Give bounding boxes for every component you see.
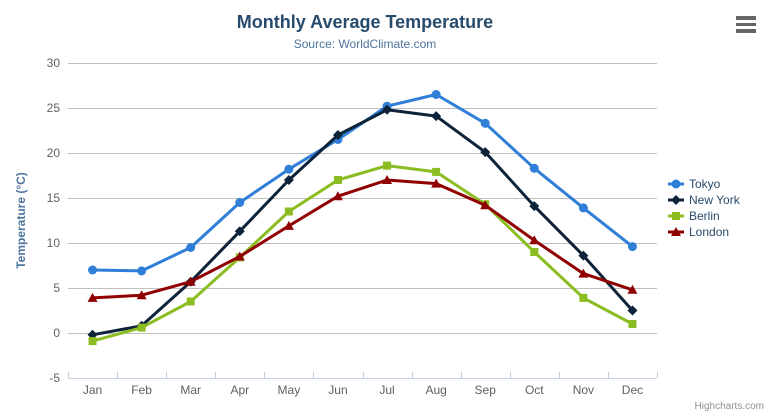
legend-label: Tokyo xyxy=(689,177,721,191)
diamond-series-marker-icon xyxy=(668,195,684,205)
export-menu-button[interactable] xyxy=(733,12,759,36)
legend: Tokyo New York Berlin London xyxy=(668,176,740,240)
legend-label: New York xyxy=(689,193,740,207)
legend-item-london[interactable]: London xyxy=(668,224,740,240)
hamburger-icon xyxy=(736,16,756,33)
chart-title: Monthly Average Temperature xyxy=(236,12,494,32)
series-tokyo[interactable] xyxy=(88,90,637,276)
x-axis-tick-label: Jul xyxy=(379,383,394,397)
square-series-marker-icon xyxy=(668,212,684,220)
triangle-series-marker-icon xyxy=(668,227,684,236)
x-axis-tick-label: Jan xyxy=(83,383,102,397)
y-axis-tick-label: 20 xyxy=(47,146,61,160)
x-axis-tick-label: Mar xyxy=(180,383,201,397)
series-london[interactable] xyxy=(87,175,638,302)
y-axis-tick-label: 10 xyxy=(47,236,61,250)
x-axis-tick-label: Jun xyxy=(328,383,347,397)
legend-label: Berlin xyxy=(689,209,720,223)
y-axis-tick-label: 15 xyxy=(47,191,61,205)
y-axis-tick-label: 25 xyxy=(47,101,61,115)
legend-item-tokyo[interactable]: Tokyo xyxy=(668,176,740,192)
x-axis-tick-label: Apr xyxy=(230,383,249,397)
highcharts-credits-link[interactable]: Highcharts.com xyxy=(694,401,764,412)
legend-item-new-york[interactable]: New York xyxy=(668,192,740,208)
y-axis-tick-label: -5 xyxy=(49,371,60,385)
series-new-york[interactable] xyxy=(87,104,638,340)
legend-item-berlin[interactable]: Berlin xyxy=(668,208,740,224)
x-axis-tick-label: Sep xyxy=(475,383,497,397)
x-axis-tick-label: May xyxy=(278,383,301,397)
x-axis-tick-label: Nov xyxy=(573,383,594,397)
x-axis-tick-label: Dec xyxy=(622,383,643,397)
y-axis-title: Temperature (°C) xyxy=(14,172,28,269)
y-axis-tick-label: 5 xyxy=(53,281,60,295)
chart-subtitle: Source: WorldClimate.com xyxy=(293,37,437,51)
y-axis-tick-label: 0 xyxy=(53,326,60,340)
x-axis-tick-label: Feb xyxy=(131,383,152,397)
x-axis-tick-label: Aug xyxy=(425,383,446,397)
series-berlin[interactable] xyxy=(88,161,637,346)
y-axis-tick-label: 30 xyxy=(47,56,61,70)
circle-series-marker-icon xyxy=(668,179,684,189)
legend-label: London xyxy=(689,225,730,239)
x-axis-tick-label: Oct xyxy=(525,383,544,397)
